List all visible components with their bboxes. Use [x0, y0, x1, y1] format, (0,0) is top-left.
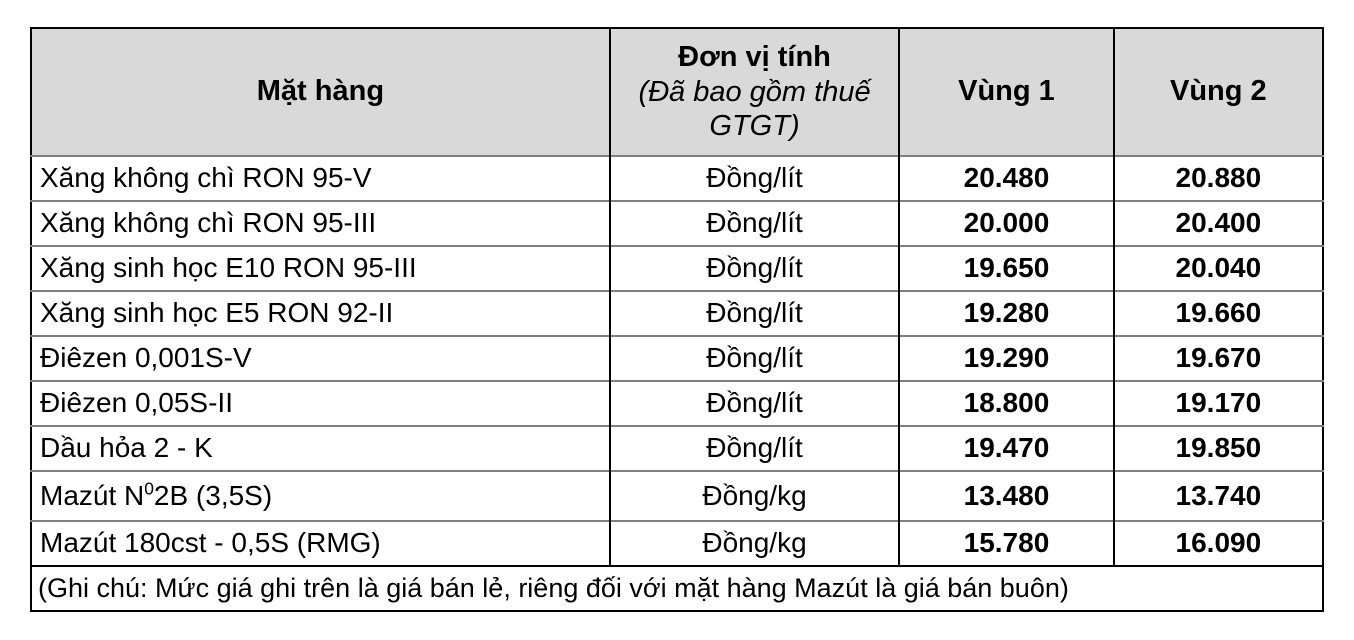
region1-price-cell: 20.000 [898, 200, 1114, 246]
region2-price-cell: 20.400 [1112, 200, 1323, 246]
item-name-cell: Xăng không chì RON 95-V [31, 155, 610, 201]
table-row: Mazút N02B (3,5S) Đồng/kg 13.480 13.740 [31, 470, 1323, 521]
item-name-cell: Xăng sinh học E5 RON 92-II [31, 290, 610, 336]
item-name-cell: Dầu hỏa 2 - K [31, 425, 610, 471]
table-row: Điêzen 0,05S-II Đồng/lít 18.800 19.170 [31, 380, 1323, 426]
region2-price-cell: 19.660 [1112, 290, 1323, 336]
unit-cell: Đồng/lít [608, 200, 900, 246]
column-header-region2: Vùng 2 [1112, 28, 1323, 156]
item-name-cell: Xăng không chì RON 95-III [31, 200, 610, 246]
region2-price-cell: 16.090 [1112, 520, 1323, 566]
table-row: Xăng sinh học E10 RON 95-III Đồng/lít 19… [31, 245, 1323, 291]
note-row: (Ghi chú: Mức giá ghi trên là giá bán lẻ… [31, 565, 1323, 612]
item-name-part: 2B (3,5S) [153, 479, 273, 511]
region2-price-cell: 19.670 [1112, 335, 1323, 381]
region1-price-cell: 19.280 [898, 290, 1114, 336]
unit-cell: Đồng/kg [608, 520, 900, 566]
unit-cell: Đồng/lít [608, 335, 900, 381]
column-header-region1: Vùng 1 [898, 28, 1114, 156]
item-name-superscript: 0 [144, 478, 154, 499]
region2-price-cell: 13.740 [1112, 470, 1323, 521]
unit-header-title: Đơn vị tính [678, 40, 831, 73]
unit-cell: Đồng/kg [608, 470, 900, 521]
unit-cell: Đồng/lít [608, 380, 900, 426]
item-name-cell: Điêzen 0,001S-V [31, 335, 610, 381]
table-row: Dầu hỏa 2 - K Đồng/lít 19.470 19.850 [31, 425, 1323, 471]
column-header-item: Mặt hàng [31, 28, 610, 156]
item-name-part: Mazút N [40, 479, 145, 511]
region2-price-cell: 19.850 [1112, 425, 1323, 471]
table-row: Xăng sinh học E5 RON 92-II Đồng/lít 19.2… [31, 290, 1323, 336]
region1-price-cell: 13.480 [898, 470, 1114, 521]
fuel-price-table: Mặt hàng Đơn vị tính (Đã bao gồm thuế GT… [30, 27, 1324, 612]
table-footer: (Ghi chú: Mức giá ghi trên là giá bán lẻ… [31, 565, 1323, 612]
item-name-cell: Mazút N02B (3,5S) [31, 470, 610, 521]
table-body: Xăng không chì RON 95-V Đồng/lít 20.480 … [31, 155, 1323, 566]
table-row: Xăng không chì RON 95-III Đồng/lít 20.00… [31, 200, 1323, 246]
region2-price-cell: 20.880 [1112, 155, 1323, 201]
item-name-cell: Xăng sinh học E10 RON 95-III [31, 245, 610, 291]
region1-price-cell: 18.800 [898, 380, 1114, 426]
table-row: Xăng không chì RON 95-V Đồng/lít 20.480 … [31, 155, 1323, 201]
table-row: Điêzen 0,001S-V Đồng/lít 19.290 19.670 [31, 335, 1323, 381]
unit-header-subtitle: (Đã bao gồm thuế GTGT) [638, 76, 871, 142]
region1-price-cell: 19.470 [898, 425, 1114, 471]
column-header-unit: Đơn vị tính (Đã bao gồm thuế GTGT) [608, 28, 900, 156]
item-name-cell: Điêzen 0,05S-II [31, 380, 610, 426]
unit-cell: Đồng/lít [608, 245, 900, 291]
region1-price-cell: 15.780 [898, 520, 1114, 566]
unit-cell: Đồng/lít [608, 155, 900, 201]
unit-cell: Đồng/lít [608, 425, 900, 471]
region1-price-cell: 19.290 [898, 335, 1114, 381]
region2-price-cell: 20.040 [1112, 245, 1323, 291]
table-header: Mặt hàng Đơn vị tính (Đã bao gồm thuế GT… [31, 28, 1323, 156]
item-name-cell: Mazút 180cst - 0,5S (RMG) [31, 520, 610, 566]
note-text: (Ghi chú: Mức giá ghi trên là giá bán lẻ… [31, 565, 1323, 612]
region2-price-cell: 19.170 [1112, 380, 1323, 426]
unit-cell: Đồng/lít [608, 290, 900, 336]
region1-price-cell: 20.480 [898, 155, 1114, 201]
header-row: Mặt hàng Đơn vị tính (Đã bao gồm thuế GT… [31, 28, 1323, 156]
table-row: Mazút 180cst - 0,5S (RMG) Đồng/kg 15.780… [31, 520, 1323, 566]
region1-price-cell: 19.650 [898, 245, 1114, 291]
